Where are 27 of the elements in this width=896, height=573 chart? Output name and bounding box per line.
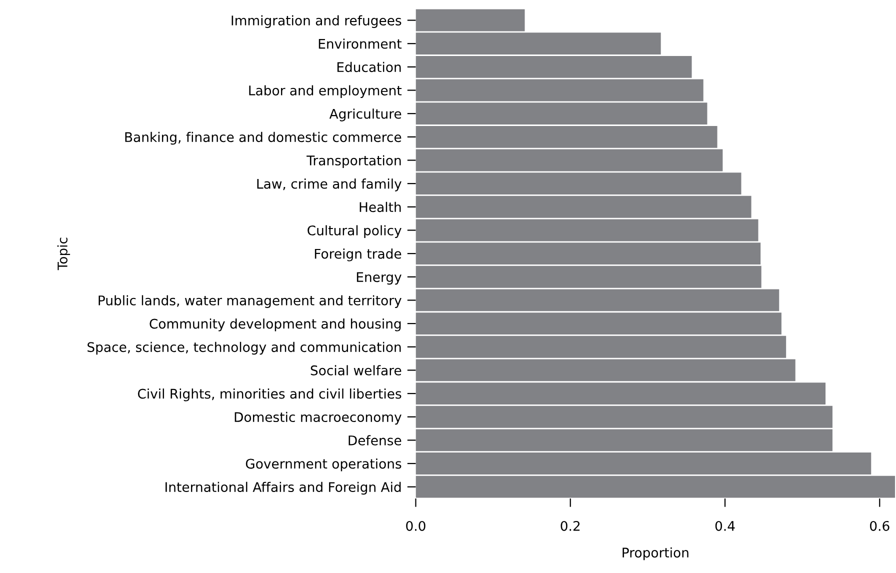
y-tick-label: Government operations [246,458,402,472]
y-tick-label: Cultural policy [308,225,402,238]
y-tick-label: Agriculture [329,108,402,122]
y-tick-label: Space, science, technology and communication [88,342,401,355]
y-tick-label: Banking, finance and domestic commerce [125,132,402,145]
x-tick-label: 0.4 [715,520,735,531]
y-tick-label: Immigration and refugees [232,15,402,28]
x-axis-title: Proportion [622,547,688,560]
x-tick-label: 0.6 [870,520,890,531]
y-tick-label: Public lands, water management and territory [98,295,402,308]
x-tick-label: 0.0 [406,520,426,531]
y-tick-label: Social welfare [310,365,402,376]
y-tick-label: Energy [356,272,402,285]
y-axis-title: Topic [57,238,70,270]
y-tick-label: Law, crime and family [257,178,402,192]
y-tick-label: Transportation [306,155,401,168]
y-tick-label: Foreign trade [314,248,402,262]
x-tick-label: 0.2 [560,520,580,531]
y-tick-label: Community development and housing [150,318,401,332]
y-tick-label: Civil Rights, minorities and civil liberties [138,388,402,402]
y-tick-label: Health [360,202,401,212]
y-tick-label: Domestic macroeconomy [234,412,402,425]
y-tick-label: Environment [318,38,402,49]
y-tick-label: Education [337,62,401,72]
y-tick-label: Labor and employment [249,85,402,98]
y-tick-label: International Affairs and Foreign Aid [166,482,401,495]
y-tick-label: Defense [348,435,402,446]
